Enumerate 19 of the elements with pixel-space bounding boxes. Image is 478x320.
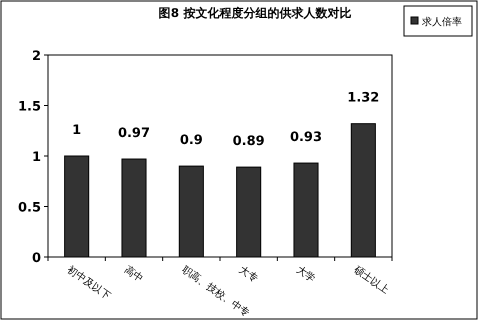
x-tick-label: 大专 xyxy=(236,264,260,285)
y-tick-label: 0 xyxy=(32,251,41,266)
legend: 求人倍率 xyxy=(404,6,472,36)
data-label: 1.32 xyxy=(347,90,380,106)
y-tick-label: 1 xyxy=(32,150,41,165)
data-label: 0.97 xyxy=(118,126,150,142)
x-tick-label: 高中 xyxy=(122,264,146,285)
data-label: 0.93 xyxy=(290,130,322,146)
chart-title: 图8 按文化程度分组的供求人数对比 xyxy=(158,6,352,20)
y-tick-label: 1.5 xyxy=(18,100,41,114)
y-tick-label: 0.5 xyxy=(18,200,41,216)
data-label: 1 xyxy=(72,123,82,138)
x-tick-label: 硕士以上 xyxy=(350,263,392,296)
x-tick-label: 初中及以下 xyxy=(64,264,113,302)
x-tick-label: 大学 xyxy=(294,264,318,285)
data-label: 0.9 xyxy=(180,133,203,148)
y-tick-label: 2 xyxy=(32,49,41,64)
legend-label: 求人倍率 xyxy=(422,16,462,28)
data-label: 0.89 xyxy=(232,134,265,150)
